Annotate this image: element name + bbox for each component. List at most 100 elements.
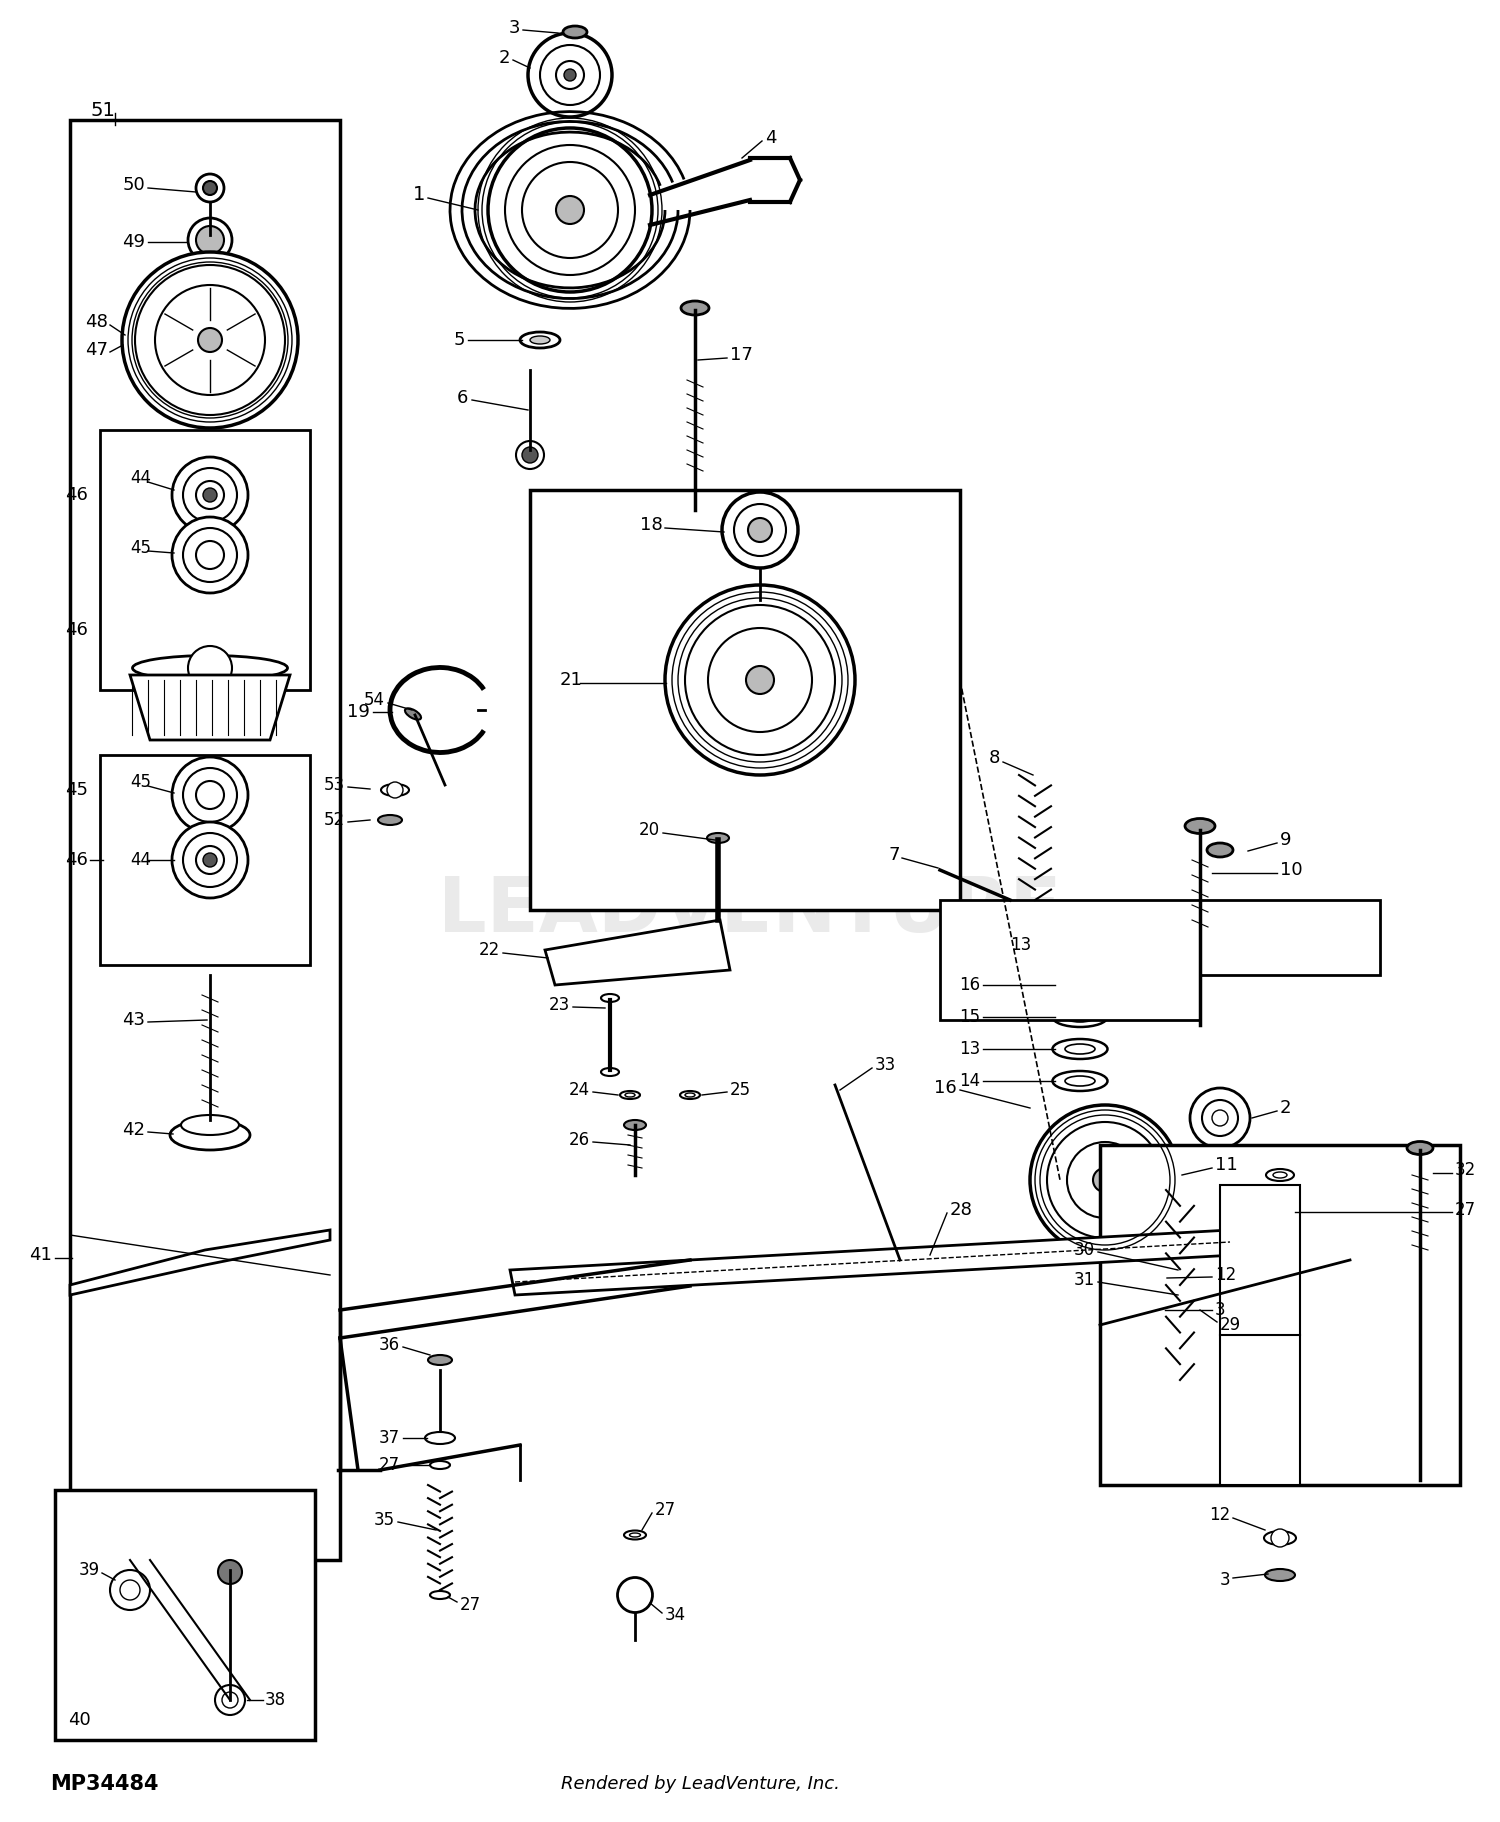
Text: 21: 21 <box>560 670 584 689</box>
Circle shape <box>540 46 600 106</box>
Text: 29: 29 <box>1220 1315 1240 1334</box>
Ellipse shape <box>530 335 550 344</box>
Ellipse shape <box>170 1121 250 1150</box>
Text: 2: 2 <box>1280 1099 1292 1117</box>
Circle shape <box>183 769 237 822</box>
Text: 8: 8 <box>988 749 1000 767</box>
Circle shape <box>708 629 812 732</box>
Circle shape <box>172 822 248 898</box>
Text: 15: 15 <box>958 1008 980 1026</box>
Ellipse shape <box>681 301 710 315</box>
Circle shape <box>110 1571 150 1611</box>
Text: 11: 11 <box>1215 1155 1237 1173</box>
Circle shape <box>1202 1100 1237 1135</box>
Circle shape <box>1212 1110 1228 1126</box>
Text: 41: 41 <box>28 1246 53 1264</box>
Text: 22: 22 <box>478 940 500 958</box>
Bar <box>100 754 310 966</box>
Text: 43: 43 <box>122 1011 146 1029</box>
Text: 44: 44 <box>130 468 152 486</box>
Text: 37: 37 <box>380 1428 400 1447</box>
Circle shape <box>202 488 217 503</box>
Ellipse shape <box>1142 1275 1160 1281</box>
Ellipse shape <box>1266 1170 1294 1181</box>
Ellipse shape <box>1407 1142 1432 1155</box>
Circle shape <box>196 541 223 568</box>
Text: 46: 46 <box>64 621 88 640</box>
Text: 12: 12 <box>1209 1507 1230 1523</box>
Text: 20: 20 <box>639 822 660 838</box>
Polygon shape <box>130 674 290 740</box>
Circle shape <box>217 1560 242 1583</box>
Text: 6: 6 <box>456 390 468 406</box>
Text: 38: 38 <box>266 1691 286 1709</box>
Text: 13: 13 <box>1010 937 1032 955</box>
Circle shape <box>196 173 223 202</box>
Ellipse shape <box>624 1530 646 1540</box>
Text: 7: 7 <box>888 845 900 864</box>
Ellipse shape <box>430 1591 450 1600</box>
Ellipse shape <box>182 1115 238 1135</box>
Text: 17: 17 <box>730 346 753 364</box>
Ellipse shape <box>1053 1071 1107 1091</box>
Text: 24: 24 <box>568 1080 590 1099</box>
Ellipse shape <box>1208 844 1233 856</box>
Bar <box>100 430 310 691</box>
Ellipse shape <box>1053 1039 1107 1059</box>
Circle shape <box>196 226 223 253</box>
Text: 5: 5 <box>453 332 465 350</box>
Text: 45: 45 <box>130 539 152 558</box>
Circle shape <box>172 517 248 592</box>
Circle shape <box>196 845 223 875</box>
Text: 42: 42 <box>122 1121 146 1139</box>
Ellipse shape <box>424 1432 454 1445</box>
Circle shape <box>202 180 217 195</box>
Text: 16: 16 <box>934 1079 957 1097</box>
Ellipse shape <box>1264 1569 1294 1581</box>
Text: 33: 33 <box>874 1057 897 1073</box>
Ellipse shape <box>1065 980 1095 989</box>
Ellipse shape <box>1065 1077 1095 1086</box>
Polygon shape <box>544 920 730 986</box>
Circle shape <box>188 647 232 691</box>
Circle shape <box>183 833 237 887</box>
Text: 28: 28 <box>950 1201 974 1219</box>
Circle shape <box>214 1685 244 1715</box>
Text: 27: 27 <box>460 1596 482 1614</box>
Circle shape <box>522 162 618 259</box>
Text: 35: 35 <box>374 1510 394 1529</box>
Ellipse shape <box>686 1093 694 1097</box>
Text: 32: 32 <box>1455 1161 1476 1179</box>
Text: 1: 1 <box>413 186 424 204</box>
Polygon shape <box>510 1230 1234 1295</box>
Text: 23: 23 <box>549 997 570 1015</box>
Text: 9: 9 <box>1280 831 1292 849</box>
Text: 12: 12 <box>1215 1266 1236 1285</box>
Ellipse shape <box>381 783 410 796</box>
Text: 52: 52 <box>324 811 345 829</box>
Text: 3: 3 <box>509 18 520 36</box>
Text: 4: 4 <box>765 129 777 148</box>
Text: 16: 16 <box>958 977 980 995</box>
Text: 44: 44 <box>130 851 152 869</box>
Text: 30: 30 <box>1074 1241 1095 1259</box>
Circle shape <box>122 251 298 428</box>
Circle shape <box>556 197 584 224</box>
Text: 3: 3 <box>1215 1301 1225 1319</box>
Ellipse shape <box>378 814 402 825</box>
Text: 19: 19 <box>346 703 370 722</box>
Polygon shape <box>70 1230 330 1295</box>
Ellipse shape <box>1264 1530 1296 1545</box>
Text: 50: 50 <box>123 177 146 193</box>
Ellipse shape <box>706 833 729 844</box>
Circle shape <box>556 60 584 89</box>
Circle shape <box>172 756 248 833</box>
Ellipse shape <box>405 709 422 720</box>
Text: 14: 14 <box>958 1071 980 1090</box>
Circle shape <box>183 528 237 581</box>
Circle shape <box>522 446 538 463</box>
Ellipse shape <box>1136 1305 1164 1315</box>
Circle shape <box>686 605 836 754</box>
Text: 48: 48 <box>86 313 108 332</box>
Text: Rendered by LeadVenture, Inc.: Rendered by LeadVenture, Inc. <box>561 1775 840 1793</box>
